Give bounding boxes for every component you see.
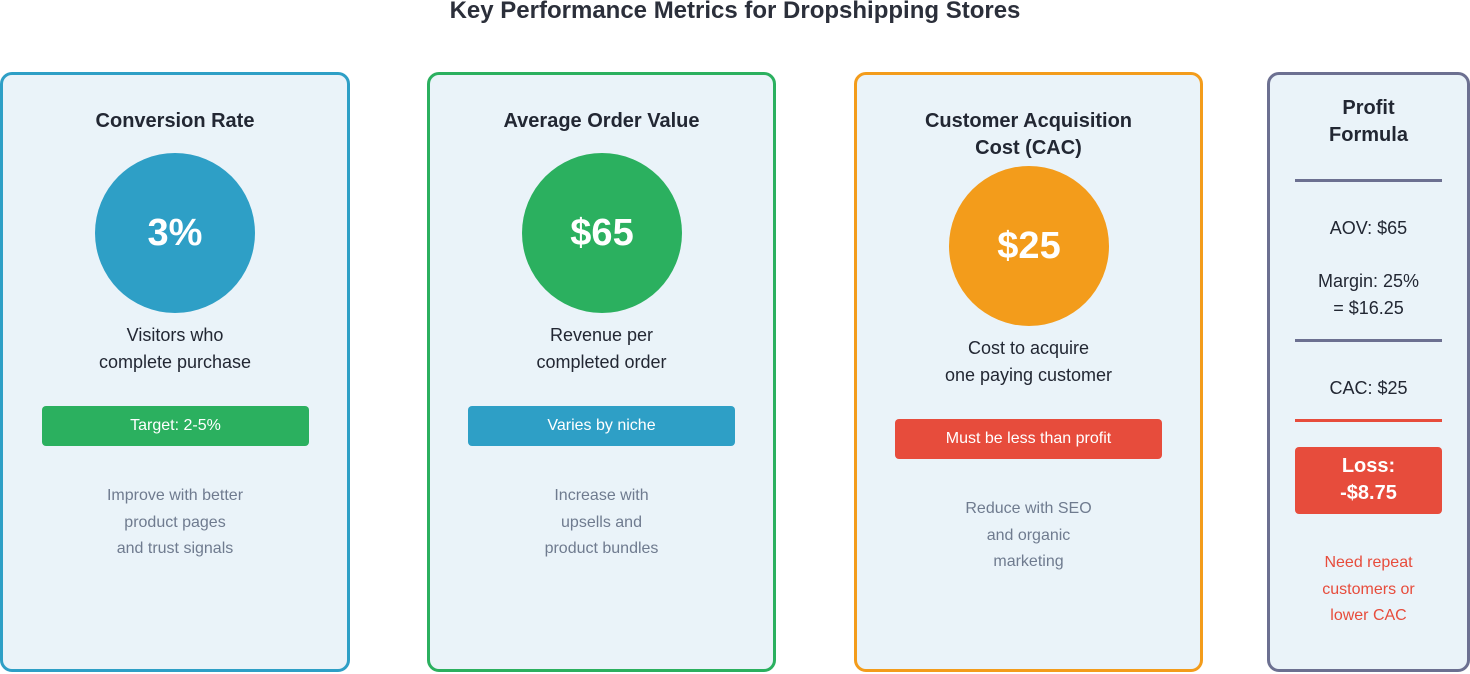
customer-acquisition-cost-card: Customer Acquisition Cost (CAC) $25 Cost…	[854, 72, 1203, 672]
improvement-tip: Reduce with SEO and organic marketing	[965, 500, 1092, 570]
metric-value: $65	[570, 211, 634, 254]
card-title: Average Order Value	[503, 110, 700, 132]
divider	[1295, 179, 1442, 182]
target-badge: Target: 2-5%	[42, 406, 309, 446]
metric-description: Visitors who complete purchase	[98, 325, 252, 372]
card-title: Profit Formula	[1329, 97, 1408, 146]
metric-circle: $65	[522, 153, 682, 313]
niche-badge: Varies by niche	[468, 406, 735, 446]
page-title: Key Performance Metrics for Dropshipping…	[449, 0, 1021, 24]
repeat-customers-note: Need repeat customers or lower CAC	[1322, 554, 1415, 624]
card-title: Conversion Rate	[95, 110, 255, 132]
metric-circle: $25	[949, 166, 1109, 326]
aov-value: AOV: $65	[1329, 218, 1408, 238]
metric-circle: 3%	[95, 153, 255, 313]
divider	[1295, 339, 1442, 342]
profit-formula-card: Profit Formula AOV: $65 Margin: 25% = $1…	[1267, 72, 1470, 672]
metric-description: Revenue per completed order	[536, 325, 667, 372]
improvement-tip: Increase with upsells and product bundle…	[544, 487, 659, 557]
margin-value: Margin: 25% = $16.25	[1317, 271, 1420, 318]
improvement-tip: Improve with better product pages and tr…	[106, 487, 244, 557]
card-title: Customer Acquisition Cost (CAC)	[924, 110, 1133, 159]
cac-value: CAC: $25	[1329, 378, 1408, 398]
metric-value: $25	[997, 224, 1061, 267]
divider-red	[1295, 419, 1442, 422]
loss-badge: Loss: -$8.75	[1295, 447, 1442, 514]
average-order-value-card: Average Order Value $65 Revenue per comp…	[427, 72, 776, 672]
metric-description: Cost to acquire one paying customer	[944, 338, 1113, 385]
warning-badge: Must be less than profit	[895, 419, 1162, 459]
metric-value: 3%	[147, 211, 203, 254]
conversion-rate-card: Conversion Rate 3% Visitors who complete…	[0, 72, 350, 672]
